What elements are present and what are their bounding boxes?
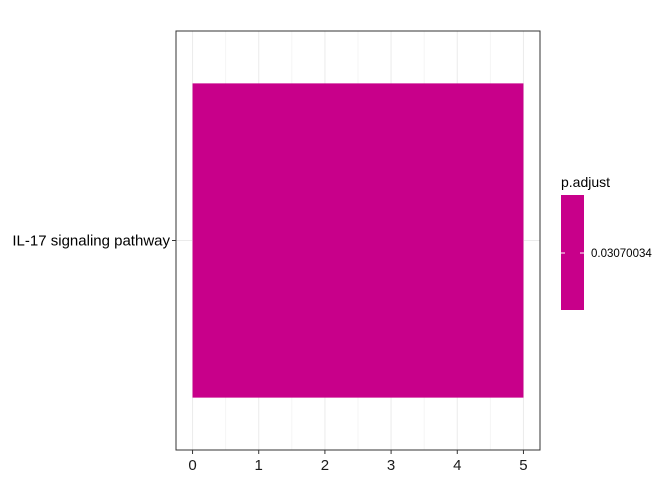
x-tick-label: 4 (453, 457, 461, 474)
x-tick-label: 2 (321, 457, 329, 474)
legend-title: p.adjust (561, 174, 610, 190)
legend-ticks: 0.03070034 (561, 248, 652, 260)
bars (192, 83, 524, 398)
legend-label: 0.03070034 (591, 248, 652, 260)
x-tick-label: 3 (387, 457, 395, 474)
x-tick-label: 1 (255, 457, 263, 474)
x-tick-label: 0 (188, 457, 196, 474)
x-axis: 0 1 2 3 4 5 (188, 450, 528, 474)
y-category-label: IL-17 signaling pathway (12, 233, 170, 250)
x-tick-label: 5 (519, 457, 527, 474)
y-axis: IL-17 signaling pathway (12, 233, 176, 250)
bar (192, 83, 524, 398)
legend: p.adjust 0.03070034 (561, 174, 652, 310)
legend-colorbar (561, 195, 584, 310)
